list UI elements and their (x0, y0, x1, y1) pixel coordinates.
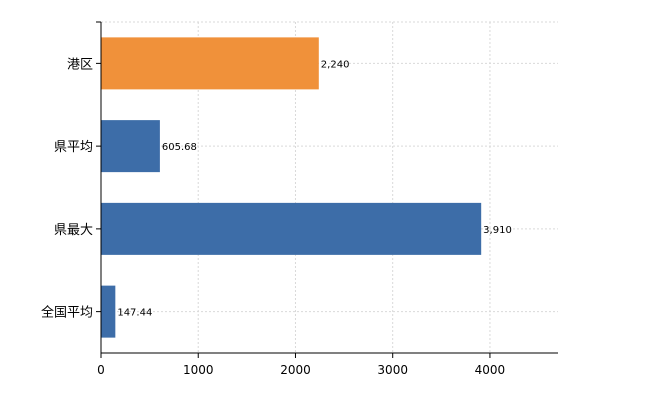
data-label-0: 2,240 (321, 59, 350, 70)
x-tick-label-0: 0 (97, 363, 105, 377)
bar-1 (101, 120, 160, 173)
data-label-2: 3,910 (483, 225, 512, 236)
y-tick-label-3: 全国平均 (41, 305, 93, 321)
bar-2 (101, 202, 482, 255)
y-tick-label-0: 港区 (67, 57, 93, 72)
x-tick-label-3: 3000 (377, 363, 408, 377)
x-tick-label-1: 1000 (183, 363, 214, 377)
bar-0 (101, 37, 319, 90)
x-tick-label-4: 4000 (475, 363, 506, 377)
y-tick-label-2: 県最大 (54, 223, 93, 238)
y-tick-label-1: 県平均 (54, 140, 93, 155)
bar-3 (101, 285, 116, 338)
data-label-3: 147.44 (117, 308, 152, 319)
x-tick-label-2: 2000 (280, 363, 311, 377)
data-label-1: 605.68 (162, 142, 197, 153)
